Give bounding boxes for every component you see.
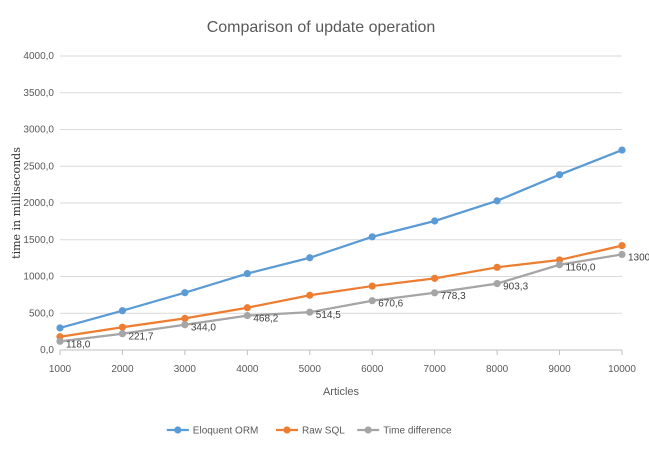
x-tick-label: 9000 <box>548 364 571 375</box>
y-tick-label: 1500,0 <box>23 235 54 246</box>
data-point <box>431 289 439 297</box>
data-point <box>618 242 626 250</box>
data-point <box>181 321 189 329</box>
data-point <box>306 254 314 262</box>
y-tick-label: 3000,0 <box>23 125 54 136</box>
data-point <box>555 171 564 179</box>
legend-marker <box>364 426 372 434</box>
chart-title: Comparison of update operation <box>207 19 436 36</box>
series-eloquent-orm <box>56 146 626 332</box>
data-point <box>555 261 564 269</box>
data-point <box>243 304 251 312</box>
x-tick-label: 6000 <box>361 364 384 375</box>
data-point <box>118 307 127 315</box>
y-tick-label: 0,0 <box>40 345 54 356</box>
data-label: 670,6 <box>378 299 403 310</box>
data-label: 778,3 <box>441 291 466 302</box>
legend-marker <box>283 426 291 434</box>
x-axis-label: Articles <box>323 386 360 398</box>
legend-label: Raw SQL <box>302 426 345 437</box>
data-point <box>618 250 626 259</box>
data-label: 514,5 <box>316 310 341 321</box>
data-label: 1300,0 <box>628 252 649 263</box>
axis-layer: 0,0 500,0 1000,0 1500,0 2000,0 2500,0 3000,0 35… <box>23 51 636 375</box>
data-point <box>431 274 439 282</box>
x-tick-label: 1000 <box>49 364 72 375</box>
data-point <box>243 269 251 278</box>
data-point <box>493 197 501 205</box>
data-point <box>306 308 314 316</box>
data-label: 118,0 <box>66 339 91 350</box>
data-point <box>181 289 189 297</box>
data-point <box>181 314 189 322</box>
x-tick-label: 8000 <box>486 364 509 375</box>
data-point <box>118 330 127 338</box>
data-label: 1160,0 <box>566 263 596 274</box>
x-tick-label: 2000 <box>111 364 134 375</box>
series-layer <box>56 146 626 345</box>
x-tick-label: 5000 <box>299 364 322 375</box>
legend-item: Eloquent ORM <box>166 426 259 437</box>
legend-label: Time difference <box>383 426 452 437</box>
series-line <box>58 148 624 330</box>
data-point <box>56 337 64 345</box>
legend: Eloquent ORM Raw SQL Time difference <box>166 426 452 437</box>
data-label-layer: 118,0 221,7 344,0 468,2 514,5 670,6 778,3 903,3… <box>66 252 649 350</box>
y-tick-label: 1000,0 <box>23 272 54 283</box>
series-line <box>58 253 624 343</box>
x-tick-label: 10000 <box>608 364 636 375</box>
data-point <box>368 233 376 241</box>
data-point <box>493 263 501 271</box>
data-label: 221,7 <box>128 332 153 343</box>
series-raw-sql <box>56 242 626 341</box>
x-tick-label: 7000 <box>424 364 447 375</box>
x-tick-label: 3000 <box>174 364 197 375</box>
data-label: 468,2 <box>253 314 278 325</box>
y-tick-label: 2500,0 <box>23 161 54 172</box>
data-point <box>431 217 439 225</box>
data-point <box>618 146 626 154</box>
data-point <box>243 311 251 320</box>
series-line <box>58 244 624 338</box>
data-point <box>56 324 64 332</box>
legend-item: Time difference <box>357 426 452 437</box>
legend-item: Raw SQL <box>276 426 345 437</box>
data-point <box>493 280 501 288</box>
grid-layer <box>60 55 622 314</box>
y-tick-label: 3500,0 <box>23 88 54 99</box>
y-tick-label: 2000,0 <box>23 198 54 209</box>
data-label: 903,3 <box>503 282 528 293</box>
y-tick-label: 500,0 <box>29 308 54 319</box>
data-point <box>368 282 376 290</box>
y-tick-label: 4000,0 <box>23 51 54 62</box>
y-axis-label: time in milliseconds <box>10 147 23 259</box>
legend-marker <box>174 426 182 434</box>
data-point <box>368 297 376 305</box>
data-point <box>306 291 314 299</box>
x-tick-label: 4000 <box>236 364 259 375</box>
series-time-difference <box>56 250 626 345</box>
data-label: 344,0 <box>191 323 216 334</box>
legend-label: Eloquent ORM <box>193 426 259 437</box>
data-point <box>118 323 127 331</box>
